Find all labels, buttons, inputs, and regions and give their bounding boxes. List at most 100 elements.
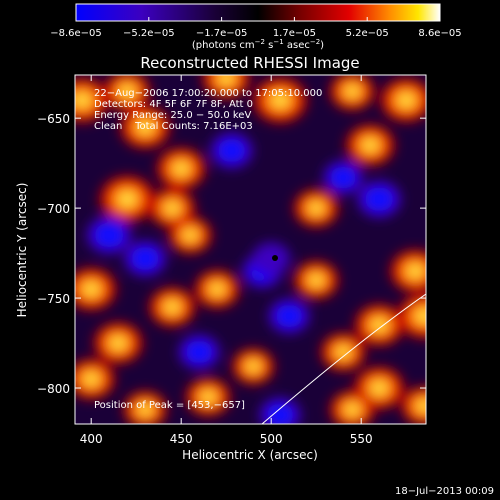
y-tick-label: −800 (37, 382, 70, 396)
heatmap-blob (380, 78, 426, 123)
heatmap-blob (93, 322, 143, 364)
heatmap-blob (389, 249, 426, 293)
heatmap-blob (268, 298, 310, 334)
heatmap-blob-layer (139, 404, 152, 415)
heatmap-blob-layer (75, 94, 90, 107)
heatmap-blob-layer (247, 361, 260, 372)
heatmap-blob (124, 240, 167, 277)
heatmap-blob-layer (131, 246, 159, 271)
heatmap-blob (156, 147, 206, 190)
heatmap-blob-layer (337, 346, 350, 358)
annotation-clean: Clean Total Counts: 7.16E+03 (94, 121, 253, 132)
heatmap-blob (99, 175, 156, 223)
heatmap-blob-layer (275, 304, 303, 328)
heatmap-blob-layer (174, 162, 188, 175)
y-tick-label: −700 (37, 202, 70, 216)
heatmap-blob-layer (185, 340, 213, 364)
heatmap-blob-layer (184, 230, 197, 241)
heatmap-blob (75, 77, 109, 123)
heatmap-blob-layer (252, 242, 290, 275)
heatmap-blob-layer (310, 202, 323, 214)
heatmap-blob (357, 180, 402, 218)
x-tick-label: 450 (170, 432, 193, 446)
annotation-energy: Energy Range: 25.0 − 50.0 keV (94, 110, 251, 121)
heatmap-blob (178, 334, 220, 370)
x-tick-label: 400 (80, 432, 103, 446)
colorbar-tick-label-1: −5.2e−05 (123, 28, 175, 39)
y-tick-label: −750 (37, 292, 70, 306)
heatmap-blob (75, 267, 117, 311)
annotation-time: 22−Aug−2006 17:00:20.000 to 17:05:10.000 (94, 88, 322, 99)
colorbar (75, 3, 441, 22)
heatmap-blob (345, 124, 395, 167)
heatmap-blob (210, 132, 253, 169)
colorbar-unit-label: (photons cm−2 s−1 asec−2) (192, 38, 324, 51)
heatmap-blob-layer (330, 166, 357, 189)
colorbar-tick-label-2: −1.7e−05 (196, 28, 248, 39)
heatmap-blob (202, 75, 251, 99)
heatmap-blob (259, 397, 301, 424)
heatmap-blob-layer (272, 93, 288, 107)
x-axis-label: Heliocentric X (arcsec) (182, 448, 318, 462)
heatmap-blob-layer (217, 138, 246, 163)
footer-timestamp: 18−Jul−2013 00:09 (395, 486, 494, 497)
heatmap-blob-layer (120, 85, 134, 97)
heatmap-blob (397, 293, 426, 339)
heatmap-blob-layer (165, 301, 179, 313)
peak-marker (272, 255, 278, 261)
heatmap-blob (320, 332, 366, 372)
x-axis-ticks: 400 450 500 550 (80, 75, 373, 446)
heatmap-blob-layer (119, 192, 135, 206)
x-tick-label: 550 (350, 432, 373, 446)
heatmap-blob-layer (266, 403, 294, 424)
heatmap-blob (119, 105, 171, 149)
plot-area (75, 75, 426, 424)
y-axis-label: Heliocentric Y (arcsec) (15, 183, 29, 318)
plot-frame (74, 74, 427, 425)
heatmap-blob (231, 348, 275, 385)
heatmap-blob-layer (165, 202, 179, 214)
heatmap-blob (252, 242, 290, 275)
heatmap-blob-layer (372, 319, 386, 331)
heatmap-blob-layer (94, 222, 124, 248)
heatmap-blob (354, 304, 404, 346)
heatmap-blob (329, 75, 375, 111)
colorbar-tick-label-3: 1.7e−05 (273, 28, 316, 39)
heatmap-blob-layer (346, 404, 359, 415)
heatmap-blob-layer (399, 94, 414, 107)
heatmap-blob-layer (363, 139, 377, 151)
heatmap-blob (148, 287, 196, 327)
chart-title: Reconstructed RHESSI Image (140, 54, 359, 72)
heatmap-blob-layer (84, 283, 99, 295)
heatmap-blob-layer (372, 382, 387, 394)
annotations: 22−Aug−2006 17:00:20.000 to 17:05:10.000… (94, 88, 322, 132)
colorbar-tick-label-4: 5.2e−05 (346, 28, 389, 39)
heatmap-blob-layer (84, 373, 98, 385)
colorbar-tick-label-5: 8.6e−05 (418, 28, 461, 39)
heatmap-blob-layer (408, 265, 423, 277)
colorbar-tick-label-0: −8.6e−05 (50, 28, 102, 39)
heatmap-blob (252, 77, 308, 124)
heatmap-blob (123, 390, 168, 424)
heatmap-blob (329, 390, 375, 424)
heatmap-blob-layer (365, 187, 394, 212)
heatmap-blob-layer (416, 309, 426, 323)
heatmap-blob (86, 216, 132, 255)
annotation-detectors: Detectors: 4F 5F 6F 7F 8F, Att 0 (94, 99, 253, 110)
heatmap-blob (103, 75, 151, 111)
heatmap-blob (185, 377, 231, 417)
heatmap-blob-layer (138, 121, 153, 134)
colorbar-ticks (75, 17, 441, 21)
heatmap-blob (323, 160, 364, 195)
y-tick-label: −650 (37, 112, 70, 126)
heatmap-blob-layer (310, 274, 323, 286)
x-tick-label: 500 (260, 432, 283, 446)
peak-position-label: Position of Peak = [453,−657] (94, 400, 245, 411)
heatmap-blob (293, 260, 339, 300)
heatmap-blob-layer (346, 85, 359, 97)
heatmap-blob-layer (211, 283, 224, 295)
heatmap-blob-layer (202, 391, 215, 403)
heatmap-blob (194, 269, 240, 309)
heatmap-blob-layer (111, 337, 125, 349)
